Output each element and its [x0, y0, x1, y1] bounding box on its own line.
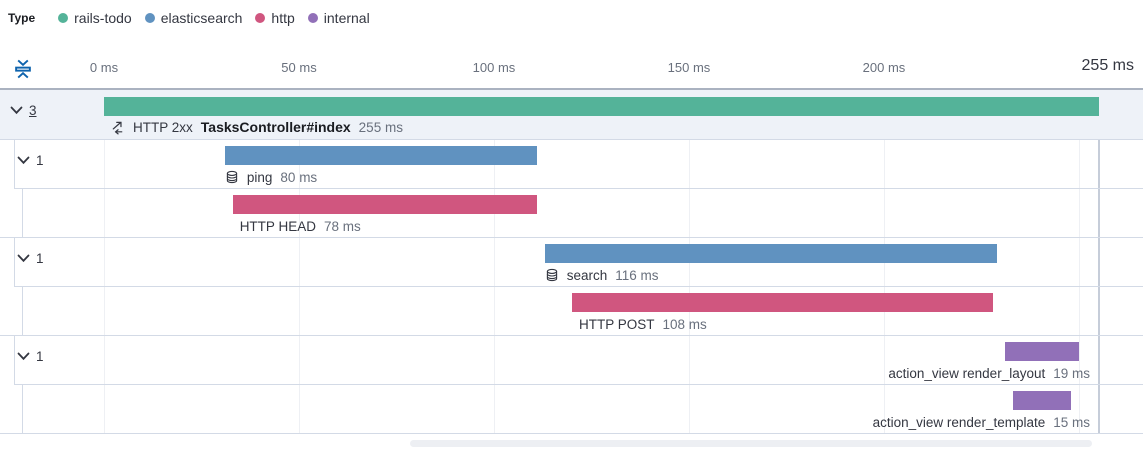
row-divider: [14, 384, 1143, 385]
row-divider: [0, 335, 1143, 336]
legend-dot-icon: [255, 13, 266, 23]
span-bar-action-view-render-layout[interactable]: [1004, 342, 1079, 361]
chart-top-border: [0, 88, 1143, 90]
chevron-down-icon: [17, 156, 30, 165]
legend-item-rails-todo[interactable]: rails-todo: [58, 10, 132, 26]
legend-title: Type: [8, 11, 36, 25]
indent-guide: [22, 286, 23, 335]
item-duration: 80 ms: [280, 169, 318, 185]
accordion-toggle[interactable]: 1: [17, 251, 44, 266]
item-duration: 108 ms: [662, 316, 707, 332]
item-duration: 78 ms: [323, 218, 361, 234]
legend-item-label: elasticsearch: [160, 10, 243, 26]
axis-tick-label: 150 ms: [667, 60, 711, 75]
row-divider: [14, 286, 1143, 287]
collapse-all-icon[interactable]: [12, 58, 34, 80]
legend-item-label: http: [271, 10, 295, 26]
span-bar-http-post[interactable]: [572, 293, 994, 312]
accordion-toggle[interactable]: 1: [17, 349, 44, 364]
trace-total-duration: 255 ms: [1081, 57, 1134, 74]
legend-dot-icon: [58, 13, 69, 23]
chevron-down-icon: [17, 352, 30, 361]
chart-bottom-border: [0, 433, 1143, 434]
bar-label: HTTP HEAD 78 ms: [240, 217, 361, 235]
span-bar-search[interactable]: [544, 244, 998, 263]
item-name: HTTP HEAD: [239, 218, 316, 234]
legend-item-label: internal: [323, 10, 370, 26]
child-count: 1: [36, 251, 44, 266]
row-divider: [0, 237, 1143, 238]
item-duration: 255 ms: [358, 119, 403, 135]
legend-item-http[interactable]: http: [255, 10, 295, 26]
time-axis: 255 ms 0 ms 50 ms 100 ms 150 ms 200 ms: [0, 55, 1143, 88]
item-name: ping: [246, 169, 273, 185]
axis-tick-label: 100 ms: [472, 60, 516, 75]
child-count: 3: [29, 103, 37, 118]
bar-label: HTTP 2xx TasksController#index 255 ms: [110, 118, 403, 136]
span-bar-http-head[interactable]: [232, 195, 537, 214]
bar-label: HTTP POST 108 ms: [579, 315, 707, 333]
axis-tick-label: 50 ms: [281, 60, 317, 75]
result-label: HTTP 2xx: [133, 119, 193, 135]
accordion-toggle[interactable]: 1: [17, 153, 44, 168]
item-name: action_view render_layout: [888, 365, 1046, 381]
bar-label: ping 80 ms: [225, 168, 317, 186]
axis-tick-label: 0 ms: [89, 60, 119, 75]
row-divider: [0, 139, 1143, 140]
legend-item-internal[interactable]: internal: [307, 10, 370, 26]
legend-dot-icon: [307, 13, 318, 23]
bar-label: search 116 ms: [545, 266, 659, 284]
accordion-toggle[interactable]: 3: [10, 103, 37, 118]
item-name: search: [566, 267, 608, 283]
span-bar-action-view-render-template[interactable]: [1012, 391, 1072, 410]
child-count: 1: [36, 153, 44, 168]
type-legend: Type rails-todo elasticsearch http internal: [8, 8, 370, 28]
legend-item-elasticsearch[interactable]: elasticsearch: [144, 10, 243, 26]
item-duration: 19 ms: [1053, 365, 1090, 381]
indent-guide: [22, 188, 23, 237]
item-name: action_view render_template: [872, 414, 1046, 430]
bar-label: action_view render_layout 19 ms: [888, 364, 1090, 382]
indent-guide: [14, 139, 15, 188]
bar-label: action_view render_template 15 ms: [873, 413, 1090, 431]
database-icon: [225, 170, 239, 184]
legend-item-label: rails-todo: [74, 10, 132, 26]
axis-tick-label: 200 ms: [862, 60, 906, 75]
chevron-down-icon: [17, 254, 30, 263]
item-name: TasksController#index: [200, 119, 351, 135]
item-duration: 116 ms: [615, 267, 659, 283]
row-divider: [14, 188, 1143, 189]
child-count: 1: [36, 349, 44, 364]
database-icon: [545, 268, 559, 282]
chevron-down-icon: [10, 106, 23, 115]
transaction-bar-taskscontroller-index[interactable]: [104, 97, 1099, 116]
item-name: HTTP POST: [579, 316, 655, 332]
horizontal-scrollbar-thumb[interactable]: [410, 440, 1092, 447]
indent-guide: [14, 237, 15, 286]
legend-dot-icon: [144, 13, 155, 23]
indent-guide: [22, 384, 23, 433]
indent-guide: [14, 335, 15, 384]
item-duration: 15 ms: [1053, 414, 1090, 430]
span-bar-ping[interactable]: [224, 146, 537, 165]
transaction-icon: [110, 120, 125, 135]
